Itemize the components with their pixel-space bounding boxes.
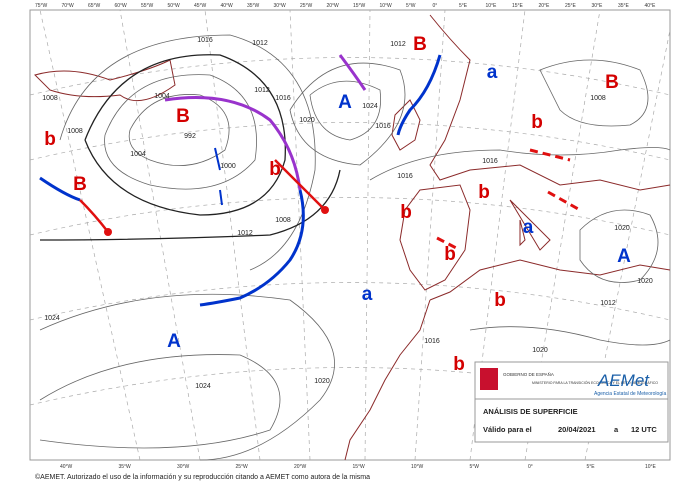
fronts [39,54,581,307]
isobar-label: 1008 [275,217,291,224]
isobar-label: 1020 [637,278,653,285]
isobar-label: 1004 [154,93,170,100]
longitude-label: 10°E [645,464,657,470]
pressure-center: A [617,246,631,267]
isobar-label: 1020 [614,225,630,232]
valid-connector: a [614,425,619,434]
logo: AEMet [597,371,650,390]
longitude-label: 40°W [60,464,73,470]
longitude-label: 35°W [247,3,260,9]
pressure-center: B [413,34,427,55]
longitude-label: 40°E [645,3,657,9]
longitude-label: 5°E [587,464,596,470]
isobar-label: 1016 [275,95,291,102]
isobar-label: 1008 [67,128,83,135]
longitude-label: 0° [433,3,438,9]
longitude-label: 25°W [300,3,313,9]
isobar-label: 1020 [299,117,315,124]
longitude-label: 50°W [168,3,181,9]
isobar-label: 1016 [375,123,391,130]
isobar-label: 1020 [532,347,548,354]
pressure-center: B [605,72,619,93]
valid-date: 20/04/2021 [558,425,596,434]
pressure-center: A [338,92,352,113]
coastlines [34,14,671,461]
longitude-label: 15°W [353,3,366,9]
longitude-label: 35°E [618,3,630,9]
pressure-center: b [453,354,465,375]
isobar-label: 1008 [42,95,58,102]
footer: ©AEMET. Autorizado el uso de la informac… [35,473,370,481]
info-panel [474,361,669,443]
ministry-detail: MINISTERIO PARA LA TRANSICIÓN ECOLÓGICA … [532,380,658,385]
isobar-label: 1008 [590,95,606,102]
pressure-center: b [531,112,543,133]
isobar-label: 1016 [424,338,440,345]
isobar-label: 1024 [44,315,60,322]
pressure-center: B [73,174,87,195]
longitude-label: 60°W [115,3,128,9]
longitude-label: 30°E [592,3,604,9]
pressure-center: b [478,182,490,203]
ministry: GOBIERNO DE ESPAÑA [503,371,554,377]
longitude-label: 25°W [236,464,249,470]
isobar-label: 1016 [397,173,413,180]
longitude-label: 55°W [141,3,154,9]
pressure-center: b [269,159,281,180]
isobar-label: 992 [184,133,196,140]
pressure-center: a [523,217,534,238]
longitude-label: 75°W [35,3,48,9]
isobar-label: 1000 [220,163,236,170]
longitude-label: 30°W [274,3,287,9]
isobar-label: 1024 [362,103,378,110]
pressure-center: b [444,244,456,265]
pressure-center: A [167,331,181,352]
longitude-label: 15°E [512,3,524,9]
pressure-center: b [44,129,56,150]
longitude-label: 35°W [119,464,132,470]
longitude-label: 40°W [221,3,234,9]
valid-label: Válido para el [483,425,532,434]
longitude-label: 5°E [459,3,468,9]
isobar-label: 1012 [237,230,253,237]
isobar-label: 1020 [314,378,330,385]
pressure-center: B [176,106,190,127]
longitude-label: 20°E [539,3,551,9]
isobar-label: 1016 [482,158,498,165]
isobars [39,34,671,461]
longitude-label: 5°W [406,3,416,9]
isobar-label: 1004 [130,151,146,158]
longitude-label: 45°W [194,3,207,9]
pressure-center: b [494,290,506,311]
isobar-label: 1016 [197,37,213,44]
pressure-center: a [362,284,373,305]
longitude-label: 30°W [177,464,190,470]
isobar-label: 1012 [254,87,270,94]
longitude-label: 20°W [294,464,307,470]
longitude-label: 10°W [380,3,393,9]
isobar-label: 1012 [600,300,616,307]
pressure-center: b [400,202,412,223]
longitude-label: 20°W [327,3,340,9]
longitude-label: 0° [528,464,533,470]
longitude-label: 10°W [411,464,424,470]
agency: Agencia Estatal de Meteorología [594,391,666,397]
emblem [480,368,498,390]
isobar-label: 1012 [252,40,268,47]
longitude-label: 25°E [565,3,577,9]
longitude-label: 10°E [486,3,498,9]
pressure-center: a [487,62,498,83]
valid-time: 12 UTC [631,425,657,434]
longitude-label: 70°W [62,3,75,9]
longitude-label: 5°W [470,464,480,470]
isobar-label: 1012 [390,41,406,48]
isobar-label: 1024 [195,383,211,390]
panel-title: ANÁLISIS DE SUPERFICIE [483,407,578,416]
longitude-label: 65°W [88,3,101,9]
longitude-label: 15°W [353,464,366,470]
